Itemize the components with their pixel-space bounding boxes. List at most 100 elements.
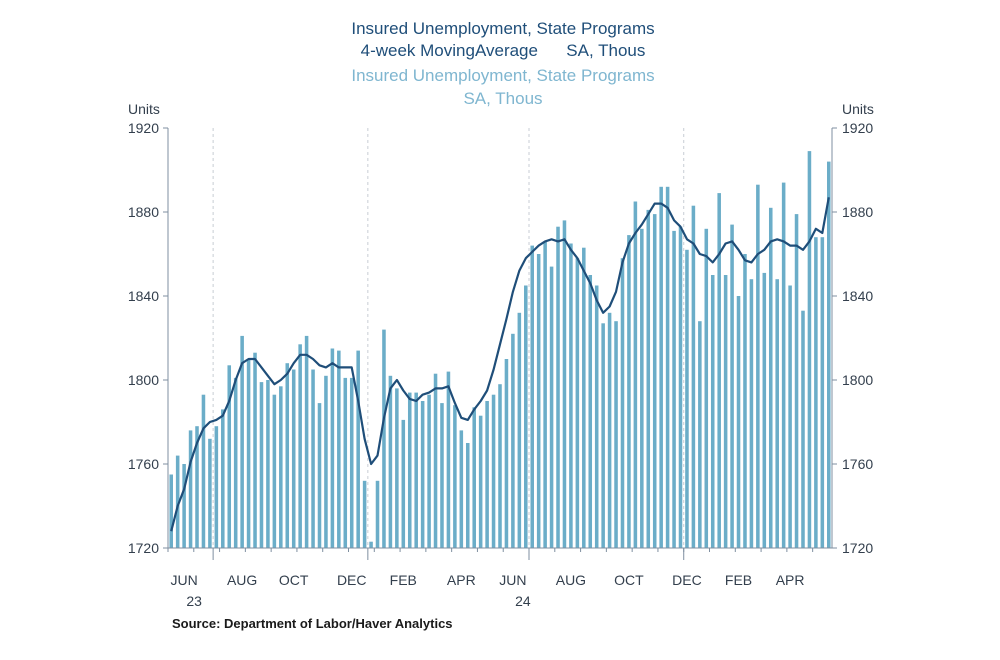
bar	[601, 323, 605, 548]
bar	[169, 474, 173, 548]
x-tick-label: JUN	[170, 572, 197, 588]
bar	[536, 254, 541, 548]
title-line-1: Insured Unemployment, State Programs	[351, 19, 654, 38]
bar	[214, 426, 219, 548]
bar	[685, 249, 689, 549]
bar	[646, 209, 651, 548]
y-tick-label-right: 1800	[842, 372, 873, 388]
bar	[659, 186, 663, 549]
bar	[240, 335, 244, 548]
bar	[556, 226, 560, 548]
x-tick-label: AUG	[227, 572, 257, 588]
bar	[827, 161, 831, 548]
bar	[369, 541, 373, 548]
bar	[730, 224, 734, 548]
y-tick-label-left: 1920	[128, 120, 159, 136]
bar	[395, 388, 399, 548]
bar	[814, 237, 818, 548]
y-tick-label-right: 1880	[842, 204, 873, 220]
bar	[704, 228, 709, 549]
title-line-4: SA, Thous	[463, 89, 542, 108]
bar	[465, 443, 470, 548]
bar	[504, 359, 509, 548]
bar	[478, 415, 483, 548]
source-note: Source: Department of Labor/Haver Analyt…	[172, 616, 453, 631]
bar	[414, 392, 418, 548]
bar	[298, 344, 302, 548]
bar	[453, 405, 457, 548]
bar	[562, 220, 567, 548]
x-tick-label: APR	[776, 572, 805, 588]
bar	[291, 369, 296, 548]
grid-lines	[212, 128, 685, 548]
bar	[407, 392, 412, 548]
bar	[665, 186, 670, 549]
bar	[633, 201, 638, 548]
bar	[221, 409, 225, 548]
bar	[652, 214, 657, 548]
bar	[807, 151, 812, 548]
bar	[614, 321, 618, 548]
x-tick-label: AUG	[556, 572, 586, 588]
bar	[698, 321, 702, 548]
bar	[401, 419, 406, 548]
bar	[343, 377, 348, 548]
bar	[304, 335, 309, 548]
bar	[743, 254, 747, 548]
title-line-3: Insured Unemployment, State Programs	[351, 66, 654, 85]
bar	[607, 312, 612, 548]
bar	[272, 394, 277, 548]
bar	[768, 207, 773, 549]
bar	[678, 226, 683, 548]
bar	[691, 205, 696, 548]
bar	[182, 464, 186, 548]
bar	[498, 384, 502, 548]
bar	[440, 403, 444, 548]
x-tick-label: DEC	[672, 572, 702, 588]
bar	[588, 275, 593, 548]
bar	[259, 382, 264, 548]
bar	[524, 285, 528, 548]
bar	[582, 247, 586, 548]
bar	[446, 371, 451, 548]
bar	[781, 182, 786, 548]
x-tick-label: JUN	[499, 572, 526, 588]
bar	[723, 275, 728, 548]
bar	[324, 375, 328, 548]
bar	[285, 363, 290, 548]
moving-average-line	[170, 197, 830, 532]
bar	[362, 480, 367, 548]
bar	[253, 352, 257, 548]
title-line-2: 4-week MovingAverage SA, Thous	[361, 41, 646, 60]
bar	[472, 407, 476, 548]
bar	[233, 377, 238, 548]
bar	[627, 235, 631, 548]
bar	[530, 245, 535, 548]
bar	[710, 275, 715, 548]
bar	[794, 214, 799, 548]
x-tick-label: APR	[447, 572, 476, 588]
y-axis-left-label: Units	[128, 101, 160, 117]
chart-title: Insured Unemployment, State Programs 4-w…	[351, 19, 654, 108]
bar	[459, 430, 464, 548]
bar	[427, 394, 431, 548]
y-tick-label-right: 1760	[842, 456, 873, 472]
y-tick-label-left: 1720	[128, 540, 159, 556]
bar	[420, 401, 425, 548]
bar	[801, 310, 805, 548]
bar-series	[169, 151, 831, 549]
x-tick-label: FEB	[390, 572, 417, 588]
bar	[208, 438, 212, 548]
y-tick-label-right: 1920	[842, 120, 873, 136]
bar	[388, 375, 393, 548]
bar	[375, 480, 380, 548]
bar	[775, 279, 779, 548]
bar	[672, 230, 676, 548]
bar	[511, 333, 515, 548]
x-tick-label: DEC	[337, 572, 367, 588]
bar	[485, 401, 489, 548]
bar	[337, 350, 341, 548]
y-tick-label-left: 1760	[128, 456, 159, 472]
bar	[175, 455, 180, 548]
